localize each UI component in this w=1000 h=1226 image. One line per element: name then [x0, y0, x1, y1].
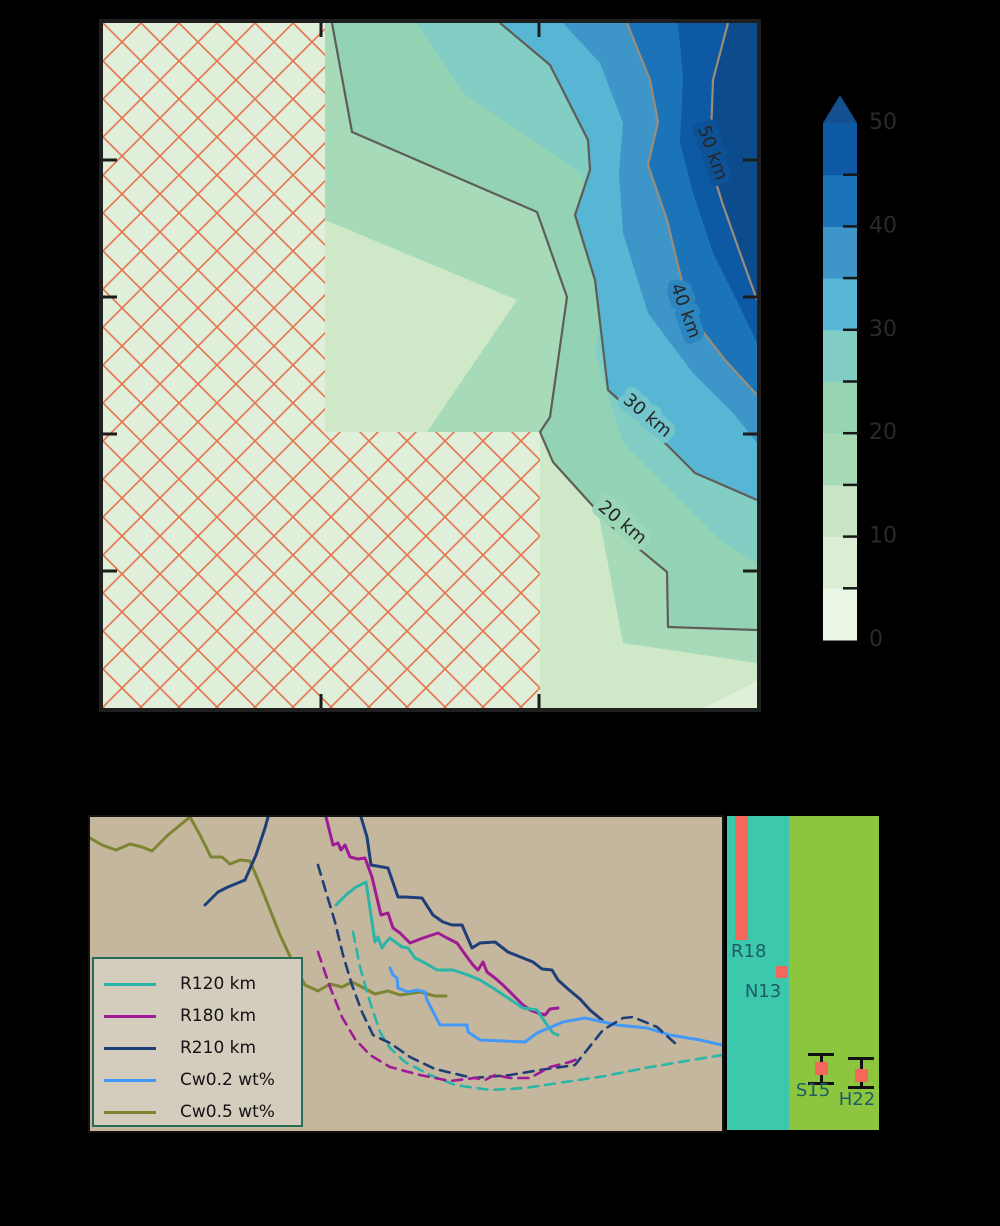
legend: R120 km R180 km R210 km Cw0.2 wt% Cw0.5 …	[92, 957, 303, 1127]
legend-swatch-r120	[104, 982, 156, 986]
legend-item-r210: R210 km	[104, 1032, 301, 1064]
marker-square-S15	[815, 1062, 828, 1075]
line-chart-panel: R120 km R180 km R210 km Cw0.2 wt% Cw0.5 …	[88, 815, 724, 1133]
colorbar-tick-label: 30	[869, 317, 897, 342]
legend-label-r120: R120 km	[180, 974, 257, 994]
series-R210-km-dashed	[316, 863, 679, 1080]
contour-line-30km	[499, 23, 757, 502]
contour-line-20km	[330, 23, 757, 632]
marker-bar-R18	[735, 816, 748, 940]
legend-label-cw05: Cw0.5 wt%	[180, 1102, 275, 1122]
colorbar-segment-5-10	[823, 536, 857, 589]
legend-label-r210: R210 km	[180, 1038, 257, 1058]
legend-item-cw02: Cw0.2 wt%	[104, 1064, 301, 1096]
contour-corner-5-10	[703, 681, 757, 708]
legend-label-cw02: Cw0.2 wt%	[180, 1070, 275, 1090]
series-R210-km	[359, 817, 604, 1022]
series-R120-km	[334, 880, 560, 1037]
legend-swatch-cw05	[104, 1110, 156, 1114]
colorbar-segment-10-15	[823, 484, 857, 538]
colorbar-over-arrow	[823, 95, 857, 123]
contour-line-40km	[625, 23, 757, 396]
colorbar-segment-35-40	[823, 226, 857, 279]
colorbar-segment-30-35	[823, 278, 857, 331]
colorbar-tick-label: 50	[869, 110, 897, 135]
series-Cw0-5-wt-	[90, 817, 448, 998]
colorbar-segment-0-5	[823, 588, 857, 641]
contour-plot-panel: 20 km 30 km 40 km 50 km	[99, 19, 761, 712]
errorbar-cap-top-S15	[808, 1053, 834, 1056]
series-R120-km-dashed	[351, 930, 722, 1092]
errorbar-cap-bottom-H22	[848, 1086, 874, 1089]
marker-label-H22: H22	[838, 1089, 876, 1110]
colorbar-segment-45-50	[823, 123, 857, 176]
category-panel: R18 N13 S15 H22	[727, 816, 879, 1130]
legend-item-r180: R180 km	[104, 1000, 301, 1032]
colorbar-tick-label: 0	[869, 627, 883, 652]
colorbar-segment-40-45	[823, 174, 857, 227]
colorbar-segment-20-25	[823, 381, 857, 434]
series-R180-km	[324, 817, 560, 1017]
series-R180-km-dashed	[316, 950, 582, 1083]
hatched-region-pattern	[103, 23, 540, 708]
marker-label-S15: S15	[795, 1080, 831, 1101]
colorbar-segment-25-30	[823, 329, 857, 382]
colorbar-tick-label: 40	[869, 213, 897, 238]
colorbar-segment-15-20	[823, 433, 857, 486]
colorbar-tick-label: 10	[869, 524, 897, 549]
errorbar-cap-top-H22	[848, 1057, 874, 1060]
contour-wedge-10-15	[325, 220, 517, 432]
legend-swatch-cw02	[104, 1078, 156, 1082]
legend-item-r120: R120 km	[104, 968, 301, 1000]
legend-swatch-r210	[104, 1046, 156, 1050]
colorbar: 0 10 20 30 40 50	[823, 95, 897, 652]
legend-item-cw05: Cw0.5 wt%	[104, 1096, 301, 1128]
marker-label-R18: R18	[731, 941, 767, 962]
errorbar-cap-bottom-S15	[808, 1082, 834, 1085]
line-chart	[90, 817, 722, 1092]
contour-line-50km	[708, 23, 757, 301]
marker-label-N13: N13	[744, 981, 782, 1002]
series-R210-km	[203, 817, 270, 907]
series-Cw0-2-wt-	[388, 966, 722, 1047]
marker-square-H22	[855, 1069, 868, 1082]
legend-swatch-r180	[104, 1014, 156, 1018]
legend-label-r180: R180 km	[180, 1006, 257, 1026]
colorbar-tick-label: 20	[869, 420, 897, 445]
contour-band-over-50	[710, 23, 757, 300]
marker-square-N13	[776, 966, 788, 978]
